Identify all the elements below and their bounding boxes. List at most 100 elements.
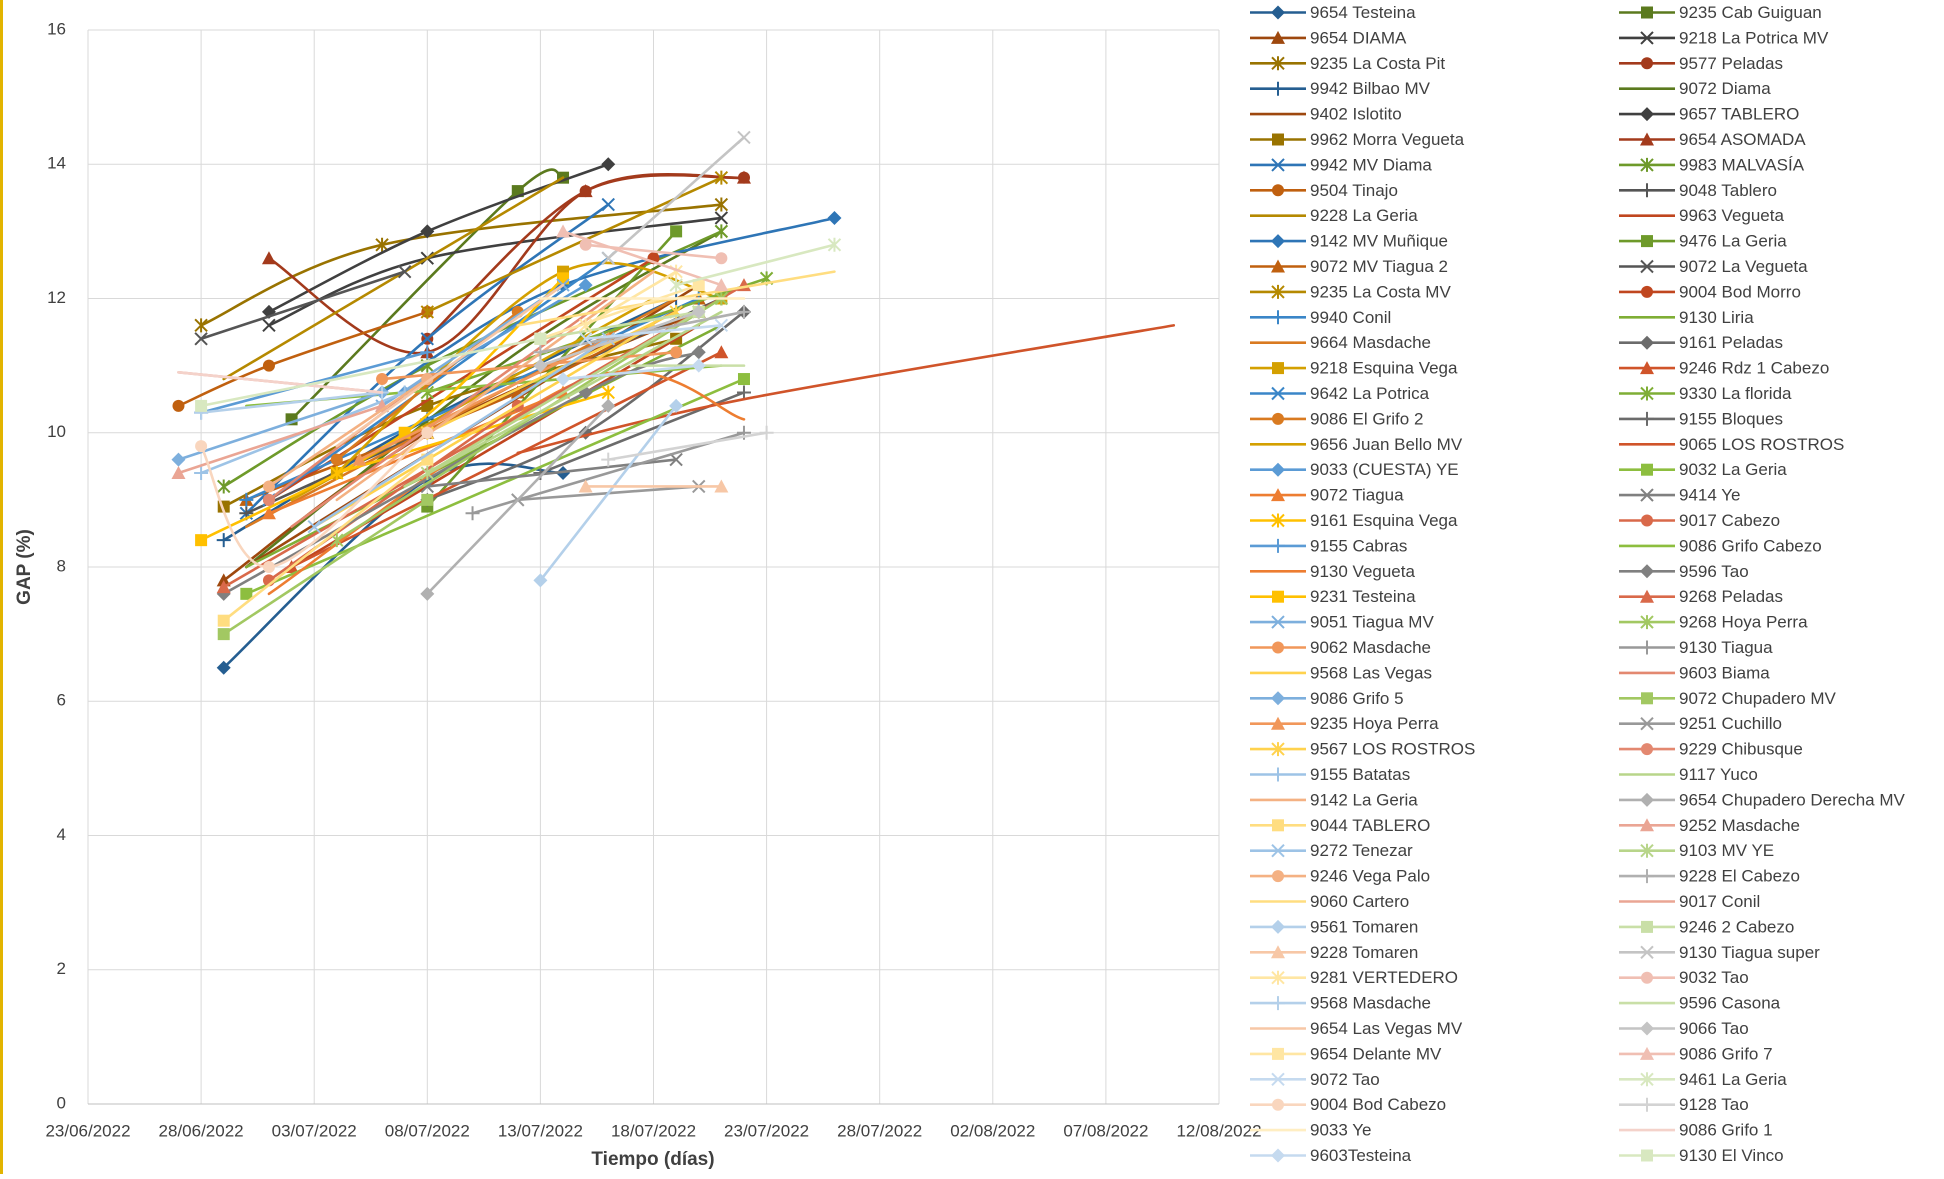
legend-label: 9128 Tao xyxy=(1679,1095,1749,1114)
series-line xyxy=(199,391,384,414)
legend-label: 9072 Tao xyxy=(1310,1070,1380,1089)
legend-entry: 9130 Tiagua xyxy=(1619,638,1773,657)
marker xyxy=(216,533,231,548)
legend-label: 9246 Rdz 1 Cabezo xyxy=(1679,359,1829,378)
legend-label: 9072 Tiagua xyxy=(1310,486,1404,505)
x-axis-title: Tiempo (días) xyxy=(591,1149,714,1170)
marker xyxy=(1640,157,1654,172)
series xyxy=(195,426,434,573)
legend-label: 9654 Delante MV xyxy=(1310,1044,1442,1063)
legend-label: 9568 Las Vegas xyxy=(1310,663,1432,682)
legend-entry: 9017 Cabezo xyxy=(1619,511,1780,530)
series xyxy=(262,373,434,493)
series-line xyxy=(561,364,701,381)
legend-entry: 9603Testeina xyxy=(1250,1146,1412,1165)
marker xyxy=(714,345,729,359)
marker xyxy=(1271,513,1285,528)
legend-entry: 9476 La Geria xyxy=(1619,232,1787,251)
marker xyxy=(1271,996,1285,1011)
legend-entry: 9228 Tomaren xyxy=(1250,943,1418,962)
marker xyxy=(1640,335,1654,350)
series-line xyxy=(606,431,768,461)
legend-label: 9402 Islotito xyxy=(1310,105,1402,124)
legend-entry: 9251 Cuchillo xyxy=(1619,714,1782,733)
legend-label: 9130 Liria xyxy=(1679,308,1754,327)
marker xyxy=(195,399,208,412)
series-line xyxy=(222,458,429,622)
y-tick-label: 4 xyxy=(57,825,66,844)
marker xyxy=(578,278,593,293)
series-line xyxy=(199,270,406,341)
legend-entry: 9218 Esquina Vega xyxy=(1250,359,1458,378)
marker xyxy=(1641,692,1653,705)
legend-label: 9155 Cabras xyxy=(1310,536,1407,555)
legend-label: 9577 Peladas xyxy=(1679,54,1783,73)
legend-entry: 9060 Cartero xyxy=(1250,892,1409,911)
legend-label: 9048 Tablero xyxy=(1679,181,1777,200)
series xyxy=(261,157,616,319)
legend-entry: 9235 La Costa MV xyxy=(1250,282,1451,301)
legend-label: 9664 Masdache xyxy=(1310,333,1431,352)
legend-entry: 9228 El Cabezo xyxy=(1619,867,1800,886)
marker xyxy=(194,318,208,333)
series-line xyxy=(426,310,678,435)
legend-entry: 9155 Cabras xyxy=(1250,536,1407,555)
legend-entry: 9142 La Geria xyxy=(1250,790,1418,809)
marker xyxy=(465,506,480,521)
marker xyxy=(1641,285,1653,298)
series xyxy=(578,479,729,493)
marker xyxy=(171,452,186,467)
marker xyxy=(1271,945,1285,959)
series xyxy=(222,176,565,381)
marker xyxy=(1271,1148,1285,1163)
marker xyxy=(736,304,751,319)
x-tick-label: 28/07/2022 xyxy=(837,1121,922,1140)
marker xyxy=(1271,843,1285,858)
marker xyxy=(601,385,615,400)
legend-entry: 9004 Bod Cabezo xyxy=(1250,1095,1446,1114)
marker xyxy=(759,425,774,440)
legend-label: 9504 Tinajo xyxy=(1310,181,1398,200)
series xyxy=(171,385,390,467)
x-tick-label: 23/07/2022 xyxy=(724,1121,809,1140)
marker xyxy=(1271,259,1285,273)
legend-label: 9414 Ye xyxy=(1679,486,1740,505)
series-line xyxy=(222,350,701,596)
legend-label: 9603 Biama xyxy=(1679,663,1770,682)
legend-label: 9017 Cabezo xyxy=(1679,511,1780,530)
marker xyxy=(601,197,615,212)
legend-entry: 9656 Juan Bello MV xyxy=(1250,435,1463,454)
legend-entry: 9231 Testeina xyxy=(1250,587,1416,606)
marker xyxy=(1271,234,1285,249)
marker xyxy=(691,345,706,360)
marker xyxy=(1640,564,1654,579)
series-line xyxy=(290,168,565,421)
legend-label: 9086 Grifo 1 xyxy=(1679,1121,1773,1140)
legend-label: 9130 Tiagua xyxy=(1679,638,1773,657)
marker xyxy=(262,480,275,493)
series xyxy=(579,238,728,265)
marker xyxy=(1272,590,1284,603)
marker xyxy=(1640,843,1654,858)
series-line xyxy=(335,270,655,502)
marker xyxy=(195,534,208,547)
series xyxy=(601,425,774,467)
legend-entry: 9065 LOS ROSTROS xyxy=(1619,435,1844,454)
series-line xyxy=(426,176,723,314)
legend-label: 9603Testeina xyxy=(1310,1146,1412,1165)
legend-label: 9235 La Costa Pit xyxy=(1310,54,1445,73)
legend-label: 9130 El Vinco xyxy=(1679,1146,1784,1165)
legend-label: 9561 Tomaren xyxy=(1310,917,1418,936)
marker xyxy=(714,318,729,333)
marker xyxy=(1271,56,1285,71)
marker xyxy=(1641,57,1653,70)
legend-entry: 9004 Bod Morro xyxy=(1619,282,1801,301)
legend-label: 9268 Hoya Perra xyxy=(1679,613,1808,632)
legend-entry: 9414 Ye xyxy=(1619,486,1740,505)
marker xyxy=(1641,1149,1653,1162)
legend-entry: 9218 La Potrica MV xyxy=(1619,28,1829,47)
marker xyxy=(692,279,705,292)
legend-label: 9142 La Geria xyxy=(1310,790,1418,809)
legend-label: 9268 Peladas xyxy=(1679,587,1783,606)
